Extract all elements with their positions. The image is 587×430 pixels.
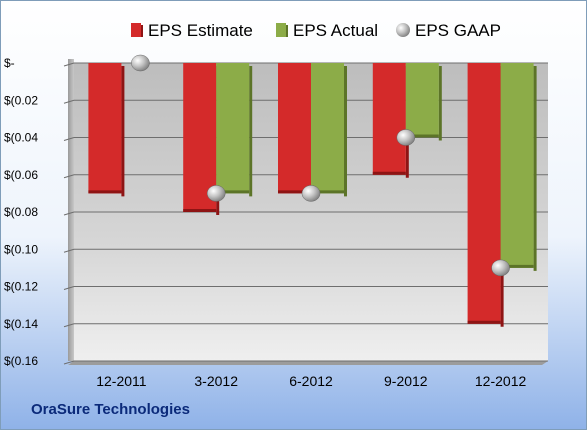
bar-side — [121, 66, 125, 197]
legend-label: EPS GAAP — [415, 21, 501, 40]
y-tick-label: $(0.04 — [4, 131, 38, 145]
bar-eps-estimate — [88, 63, 122, 194]
legend-label: EPS Actual — [293, 21, 378, 40]
gridline-wall — [63, 137, 75, 141]
legend-label: EPS Estimate — [148, 21, 253, 40]
bar-eps-actual — [311, 63, 344, 194]
bar-eps-estimate — [372, 63, 406, 175]
gridline-wall — [63, 99, 75, 104]
legend: EPS Estimate EPS Actual EPS GAAP — [131, 21, 501, 40]
gaap-marker — [206, 185, 226, 202]
x-tick-label: 9-2012 — [384, 373, 428, 389]
gridline-wall — [63, 174, 75, 179]
bar-bottom — [500, 264, 534, 268]
y-tick-label: $(0.02 — [4, 93, 38, 107]
bar-bottom — [372, 171, 406, 175]
legend-swatch — [131, 23, 141, 37]
bar-bottom — [467, 320, 501, 324]
bar-side — [249, 66, 253, 197]
gaap-marker — [396, 129, 416, 146]
y-tick-label: $(0.08 — [4, 205, 38, 219]
gridline-wall — [63, 248, 75, 253]
gaap-marker — [491, 259, 510, 277]
gridline-wall — [63, 360, 75, 365]
legend-swatch — [276, 23, 286, 37]
legend-gaap-icon — [396, 23, 410, 37]
y-tick-label: $(0.10 — [4, 242, 38, 256]
gridline-wall — [63, 62, 75, 67]
bar-eps-actual — [405, 63, 439, 138]
y-tick-label: $(0.16 — [4, 354, 38, 368]
bar-eps-estimate — [467, 63, 501, 324]
gridline-wall — [63, 286, 75, 290]
y-tick-label: $(0.14 — [4, 317, 38, 331]
legend-swatch-side — [141, 25, 143, 37]
x-axis-ticks: 12-2011 3-2012 6-2012 9-2012 12-2012 — [96, 373, 526, 389]
gaap-markers — [131, 54, 510, 277]
x-tick-label: 3-2012 — [194, 373, 238, 389]
x-tick-label: 6-2012 — [289, 373, 333, 389]
plot-wall — [68, 59, 74, 361]
bar-bottom — [216, 190, 250, 194]
bar-eps-estimate — [278, 63, 311, 194]
bar-bottom — [88, 190, 122, 194]
gridline-wall — [63, 323, 75, 328]
bar-marks — [88, 63, 537, 327]
x-tick-label: 12-2012 — [475, 373, 527, 389]
gaap-marker — [301, 185, 321, 202]
x-tick-label: 12-2011 — [96, 373, 147, 389]
gridline-wall — [63, 211, 75, 216]
bar-eps-actual — [216, 63, 250, 194]
bar-eps-actual — [500, 63, 534, 268]
bar-bottom — [311, 190, 344, 194]
y-tick-label: $(0.12 — [4, 280, 38, 294]
y-tick-label: $- — [4, 56, 15, 70]
bar-side — [438, 66, 442, 141]
company-name: OraSure Technologies — [31, 401, 190, 418]
bar-side — [344, 66, 347, 197]
y-axis-ticks: $- $(0.02 $(0.04 $(0.06 $(0.08 $(0.10 $(0.12 $(… — [4, 56, 38, 368]
gaap-marker — [131, 54, 150, 72]
bar-bottom — [278, 190, 311, 194]
bar-bottom — [183, 209, 217, 212]
bar-bottom — [405, 134, 439, 138]
y-tick-label: $(0.06 — [4, 168, 38, 182]
plot-floor — [68, 361, 548, 365]
bar-side — [533, 66, 537, 271]
legend-swatch-side — [286, 25, 288, 37]
